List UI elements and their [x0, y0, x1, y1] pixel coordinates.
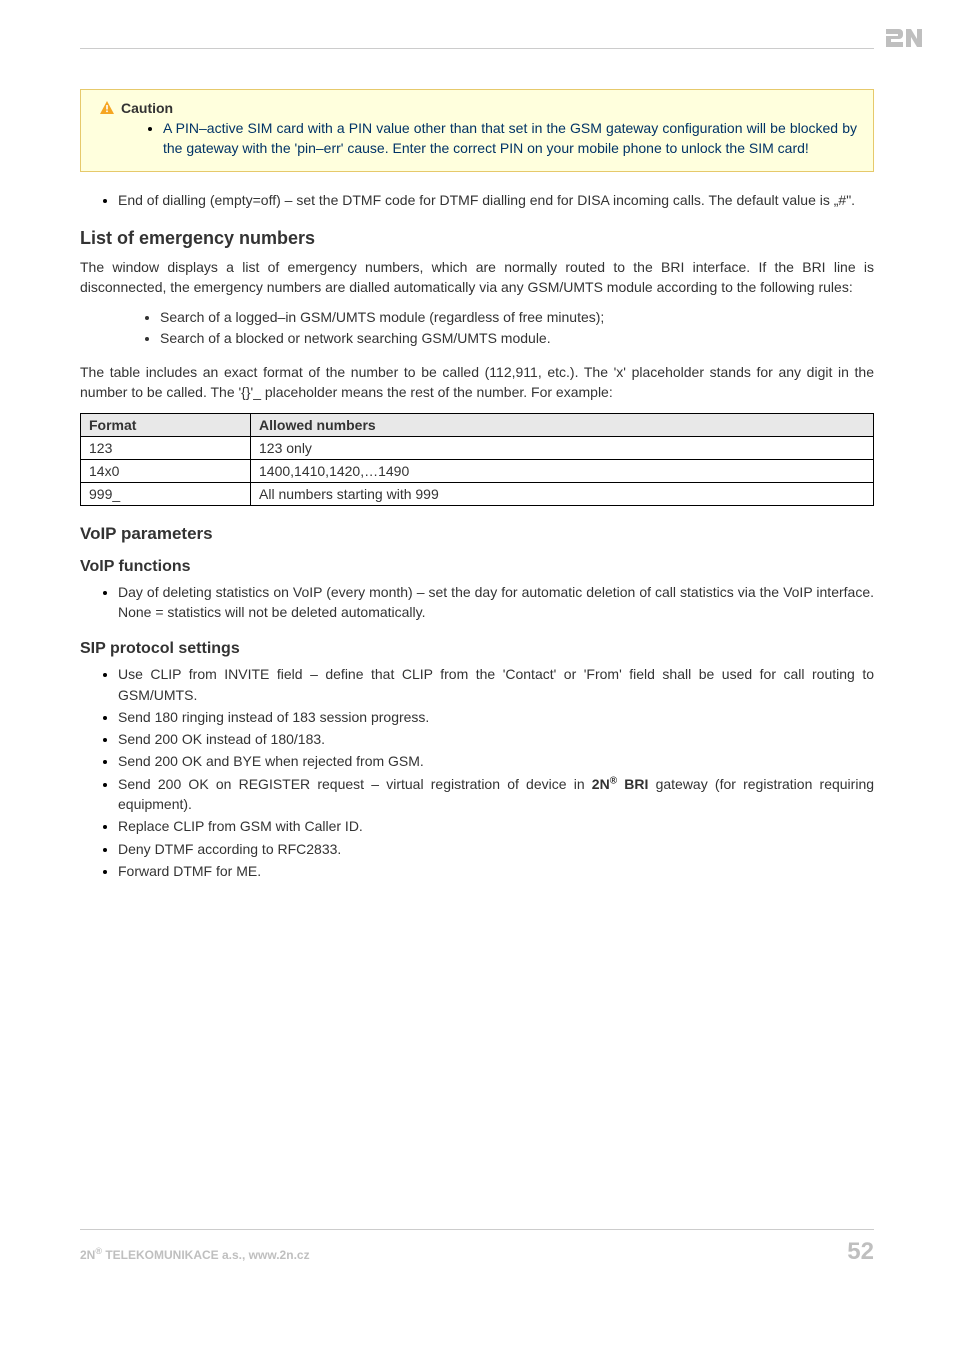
caution-item: A PIN–active SIM card with a PIN value o…	[163, 118, 857, 159]
table-header: Allowed numbers	[251, 413, 874, 436]
sip-item-text: Send 200 OK on REGISTER request – virtua…	[118, 776, 592, 792]
sip-item-bold: 2N	[592, 776, 610, 792]
header-rule	[80, 48, 874, 49]
sip-item: Send 200 OK instead of 180/183.	[118, 729, 874, 749]
emergency-rule: Search of a blocked or network searching…	[160, 328, 874, 348]
emergency-rule-list: Search of a logged–in GSM/UMTS module (r…	[80, 307, 874, 348]
voip-functions-list: Day of deleting statistics on VoIP (ever…	[80, 582, 874, 623]
brand-logo	[884, 26, 924, 52]
sip-heading: SIP protocol settings	[80, 640, 874, 658]
table-cell: All numbers starting with 999	[251, 482, 874, 505]
table-cell: 123 only	[251, 436, 874, 459]
sip-item: Deny DTMF according to RFC2833.	[118, 839, 874, 859]
caution-callout: Caution A PIN–active SIM card with a PIN…	[80, 89, 874, 172]
table-header-row: Format Allowed numbers	[81, 413, 874, 436]
warning-icon	[99, 100, 115, 116]
sip-item: Forward DTMF for ME.	[118, 861, 874, 881]
caution-body: A PIN–active SIM card with a PIN value o…	[99, 118, 857, 159]
voip-functions-item: Day of deleting statistics on VoIP (ever…	[118, 582, 874, 623]
footer-company: 2N® TELEKOMUNIKACE a.s., www.2n.cz	[80, 1246, 310, 1262]
page-footer: 2N® TELEKOMUNIKACE a.s., www.2n.cz 52	[80, 1229, 874, 1266]
caution-header: Caution	[99, 100, 857, 116]
sip-item: Send 200 OK and BYE when rejected from G…	[118, 751, 874, 771]
emergency-intro: The window displays a list of emergency …	[80, 257, 874, 298]
sip-item: Send 180 ringing instead of 183 session …	[118, 707, 874, 727]
page: Caution A PIN–active SIM card with a PIN…	[0, 0, 954, 1290]
voip-heading: VoIP parameters	[80, 524, 874, 544]
table-cell: 1400,1410,1420,…1490	[251, 459, 874, 482]
sip-item: Use CLIP from INVITE field – define that…	[118, 664, 874, 705]
sip-item-bold2: BRI	[617, 776, 648, 792]
table-cell: 999_	[81, 482, 251, 505]
sip-item: Replace CLIP from GSM with Caller ID.	[118, 816, 874, 836]
table-cell: 123	[81, 436, 251, 459]
voip-functions-heading: VoIP functions	[80, 558, 874, 576]
emergency-table-intro: The table includes an exact format of th…	[80, 362, 874, 403]
footer-company-pre: 2N	[80, 1248, 95, 1262]
caution-title: Caution	[121, 100, 173, 116]
table-cell: 14x0	[81, 459, 251, 482]
footer-company-post: TELEKOMUNIKACE a.s., www.2n.cz	[102, 1248, 310, 1262]
emergency-heading: List of emergency numbers	[80, 228, 874, 249]
dialling-item: End of dialling (empty=off) – set the DT…	[118, 190, 874, 210]
sip-item: Send 200 OK on REGISTER request – virtua…	[118, 774, 874, 815]
format-table: Format Allowed numbers 123 123 only 14x0…	[80, 413, 874, 506]
emergency-rule: Search of a logged–in GSM/UMTS module (r…	[160, 307, 874, 327]
table-header: Format	[81, 413, 251, 436]
table-row: 123 123 only	[81, 436, 874, 459]
registered-icon: ®	[95, 1246, 102, 1256]
dialling-list: End of dialling (empty=off) – set the DT…	[80, 190, 874, 210]
sip-item-sup: ®	[610, 776, 617, 792]
table-row: 14x0 1400,1410,1420,…1490	[81, 459, 874, 482]
table-row: 999_ All numbers starting with 999	[81, 482, 874, 505]
sip-list: Use CLIP from INVITE field – define that…	[80, 664, 874, 881]
footer-page-number: 52	[847, 1238, 874, 1266]
